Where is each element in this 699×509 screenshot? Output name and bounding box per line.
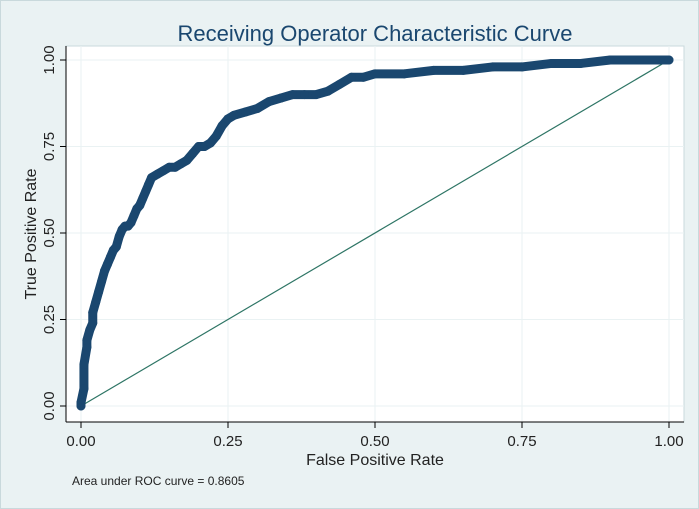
roc-point [141,186,151,196]
roc-point [79,384,89,394]
roc-point [138,193,148,203]
x-tick-label: 0.25 [213,433,242,450]
reference-line [80,59,670,407]
x-tick-label: 0.00 [66,433,95,450]
tick-labels: 0.00 0.00 0.25 0.25 0.50 0.50 0.75 0.75 1.00 1.00 [41,45,684,450]
y-axis-label: True Positive Rate [23,168,40,299]
y-tick-label: 0.50 [41,218,58,247]
roc-point [517,62,527,72]
roc-point [135,200,145,210]
y-tick-label: 0.00 [41,391,58,420]
roc-point [664,55,674,65]
roc-point [114,231,124,241]
series-layer [76,55,674,411]
roc-point [188,148,198,158]
roc-point [335,79,345,89]
grid-lines [66,46,684,422]
roc-point [144,180,154,190]
roc-point [97,276,107,286]
roc-point [299,90,309,100]
roc-point [264,97,274,107]
roc-point [76,398,86,408]
y-tick-label: 1.00 [41,45,58,74]
roc-point [488,62,498,72]
roc-point [82,335,92,345]
roc-point [229,110,239,120]
roc-point [88,308,98,318]
x-tick-label: 0.50 [360,433,389,450]
roc-point [458,65,468,75]
axes [60,46,684,428]
roc-point [370,69,380,79]
roc-point [85,325,95,335]
x-axis-label: False Positive Rate [306,452,444,469]
roc-point [429,65,439,75]
chart-title: Receiving Operator Characteristic Curve [178,21,573,46]
roc-point [94,287,104,297]
auc-note: Area under ROC curve = 0.8605 [72,474,245,488]
x-tick-label: 0.75 [507,433,536,450]
y-tick-label: 0.25 [41,305,58,334]
roc-point [241,107,251,117]
y-tick-label: 0.75 [41,132,58,161]
x-tick-label: 1.00 [654,433,683,450]
roc-point [88,318,98,328]
roc-point [635,55,645,65]
roc-point [358,72,368,82]
roc-point [346,72,356,82]
roc-point [129,211,139,221]
roc-point [546,58,556,68]
roc-point [252,103,262,113]
roc-point [105,252,115,262]
roc-point [102,259,112,269]
roc-point [91,297,101,307]
roc-point [288,90,298,100]
roc-point [276,93,286,103]
roc-point [323,86,333,96]
roc-point [399,69,409,79]
roc-point [217,121,227,131]
roc-point [111,242,121,252]
roc-point [82,342,92,352]
roc-point [576,58,586,68]
roc-point [311,90,321,100]
roc-point [211,131,221,141]
roc-point [79,359,89,369]
roc-point [100,266,110,276]
roc-point [126,218,136,228]
roc-point [182,155,192,165]
roc-point [205,138,215,148]
roc-point [605,55,615,65]
